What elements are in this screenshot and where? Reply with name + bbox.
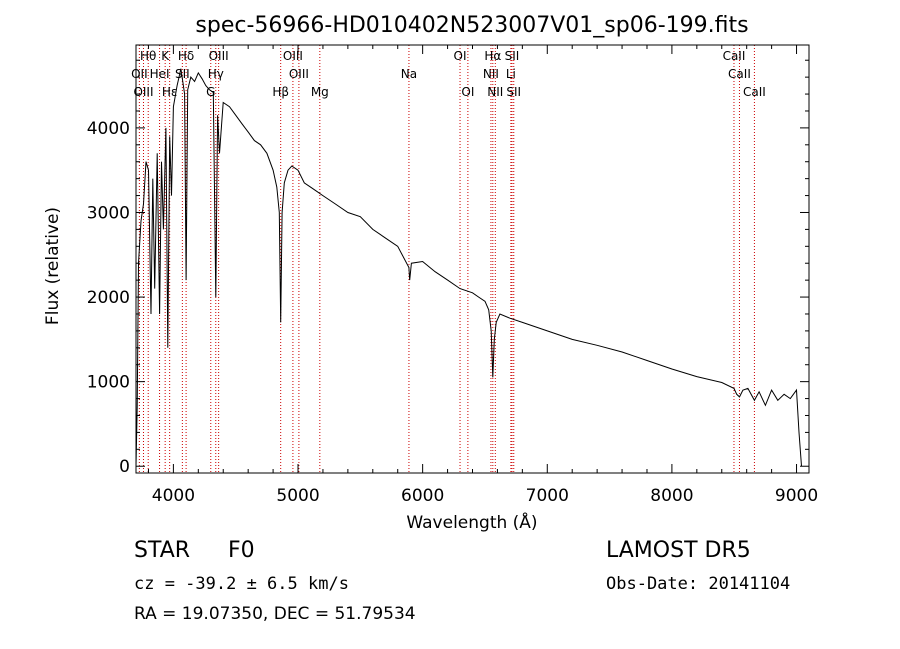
plot-frame xyxy=(135,44,810,474)
line-label: Hθ xyxy=(140,49,156,63)
line-label: Hα xyxy=(484,49,501,63)
line-label: Hβ xyxy=(272,85,289,99)
line-label: SII xyxy=(505,49,520,63)
x-tick-label: 6000 xyxy=(401,486,444,506)
line-label: CaII xyxy=(743,85,766,99)
y-tick-label: 1000 xyxy=(87,373,130,393)
emission-line-markers xyxy=(138,45,755,473)
x-axis-ticks: 4000 5000 6000 7000 8000 9000 xyxy=(147,45,818,506)
object-subclass: F0 xyxy=(228,538,255,563)
y-tick-label: 2000 xyxy=(87,288,130,308)
ra-dec-label: RA = 19.07350, DEC = 51.79534 xyxy=(134,604,416,624)
spectrum-line xyxy=(135,68,802,467)
line-label: OIII xyxy=(283,49,303,63)
x-tick-label: 7000 xyxy=(526,486,569,506)
line-label: SII xyxy=(506,85,521,99)
y-tick-label: 0 xyxy=(119,457,130,477)
emission-line-labels: Hθ K Hδ OIII OIII OI Hα SII CaII OII HeI SII Hγ OIII N… xyxy=(131,49,766,99)
x-tick-label: 9000 xyxy=(775,486,818,506)
line-label: CaII xyxy=(728,67,751,81)
line-label: Hδ xyxy=(178,49,194,63)
redshift-label: cz = -39.2 ± 6.5 km/s xyxy=(134,574,349,594)
survey-label: LAMOST DR5 xyxy=(606,538,751,563)
object-type: STAR xyxy=(134,538,191,563)
x-axis-label: Wavelength (Å) xyxy=(406,511,537,533)
line-label: OIII xyxy=(289,67,309,81)
line-label: K xyxy=(161,49,170,63)
line-label: NII xyxy=(483,67,499,81)
y-tick-label: 3000 xyxy=(87,203,130,223)
line-label: OI xyxy=(461,85,474,99)
line-label: NII xyxy=(487,85,503,99)
x-tick-label: 4000 xyxy=(152,486,195,506)
x-tick-label: 5000 xyxy=(276,486,319,506)
chart-title: spec-56966-HD010402N523007V01_sp06-199.f… xyxy=(195,13,748,38)
line-label: Li xyxy=(506,67,516,81)
line-label: Hε xyxy=(162,85,178,99)
line-label: OI xyxy=(454,49,467,63)
y-tick-label: 4000 xyxy=(87,119,130,139)
line-label: G xyxy=(206,85,215,99)
object-class: STAR F0 xyxy=(134,538,255,563)
line-label: Mg xyxy=(311,85,329,99)
line-label: Na xyxy=(401,67,417,81)
y-axis-label: Flux (relative) xyxy=(43,207,63,325)
line-label: HeI xyxy=(150,67,170,81)
x-tick-label: 8000 xyxy=(650,486,693,506)
line-label: OIII xyxy=(209,49,229,63)
line-label: Hγ xyxy=(208,67,224,81)
line-label: OII xyxy=(131,67,148,81)
obs-date-label: Obs-Date: 20141104 xyxy=(606,574,791,594)
line-label: OIII xyxy=(133,85,153,99)
line-label: CaII xyxy=(723,49,746,63)
y-axis-ticks: 0 1000 2000 3000 4000 xyxy=(87,59,809,477)
